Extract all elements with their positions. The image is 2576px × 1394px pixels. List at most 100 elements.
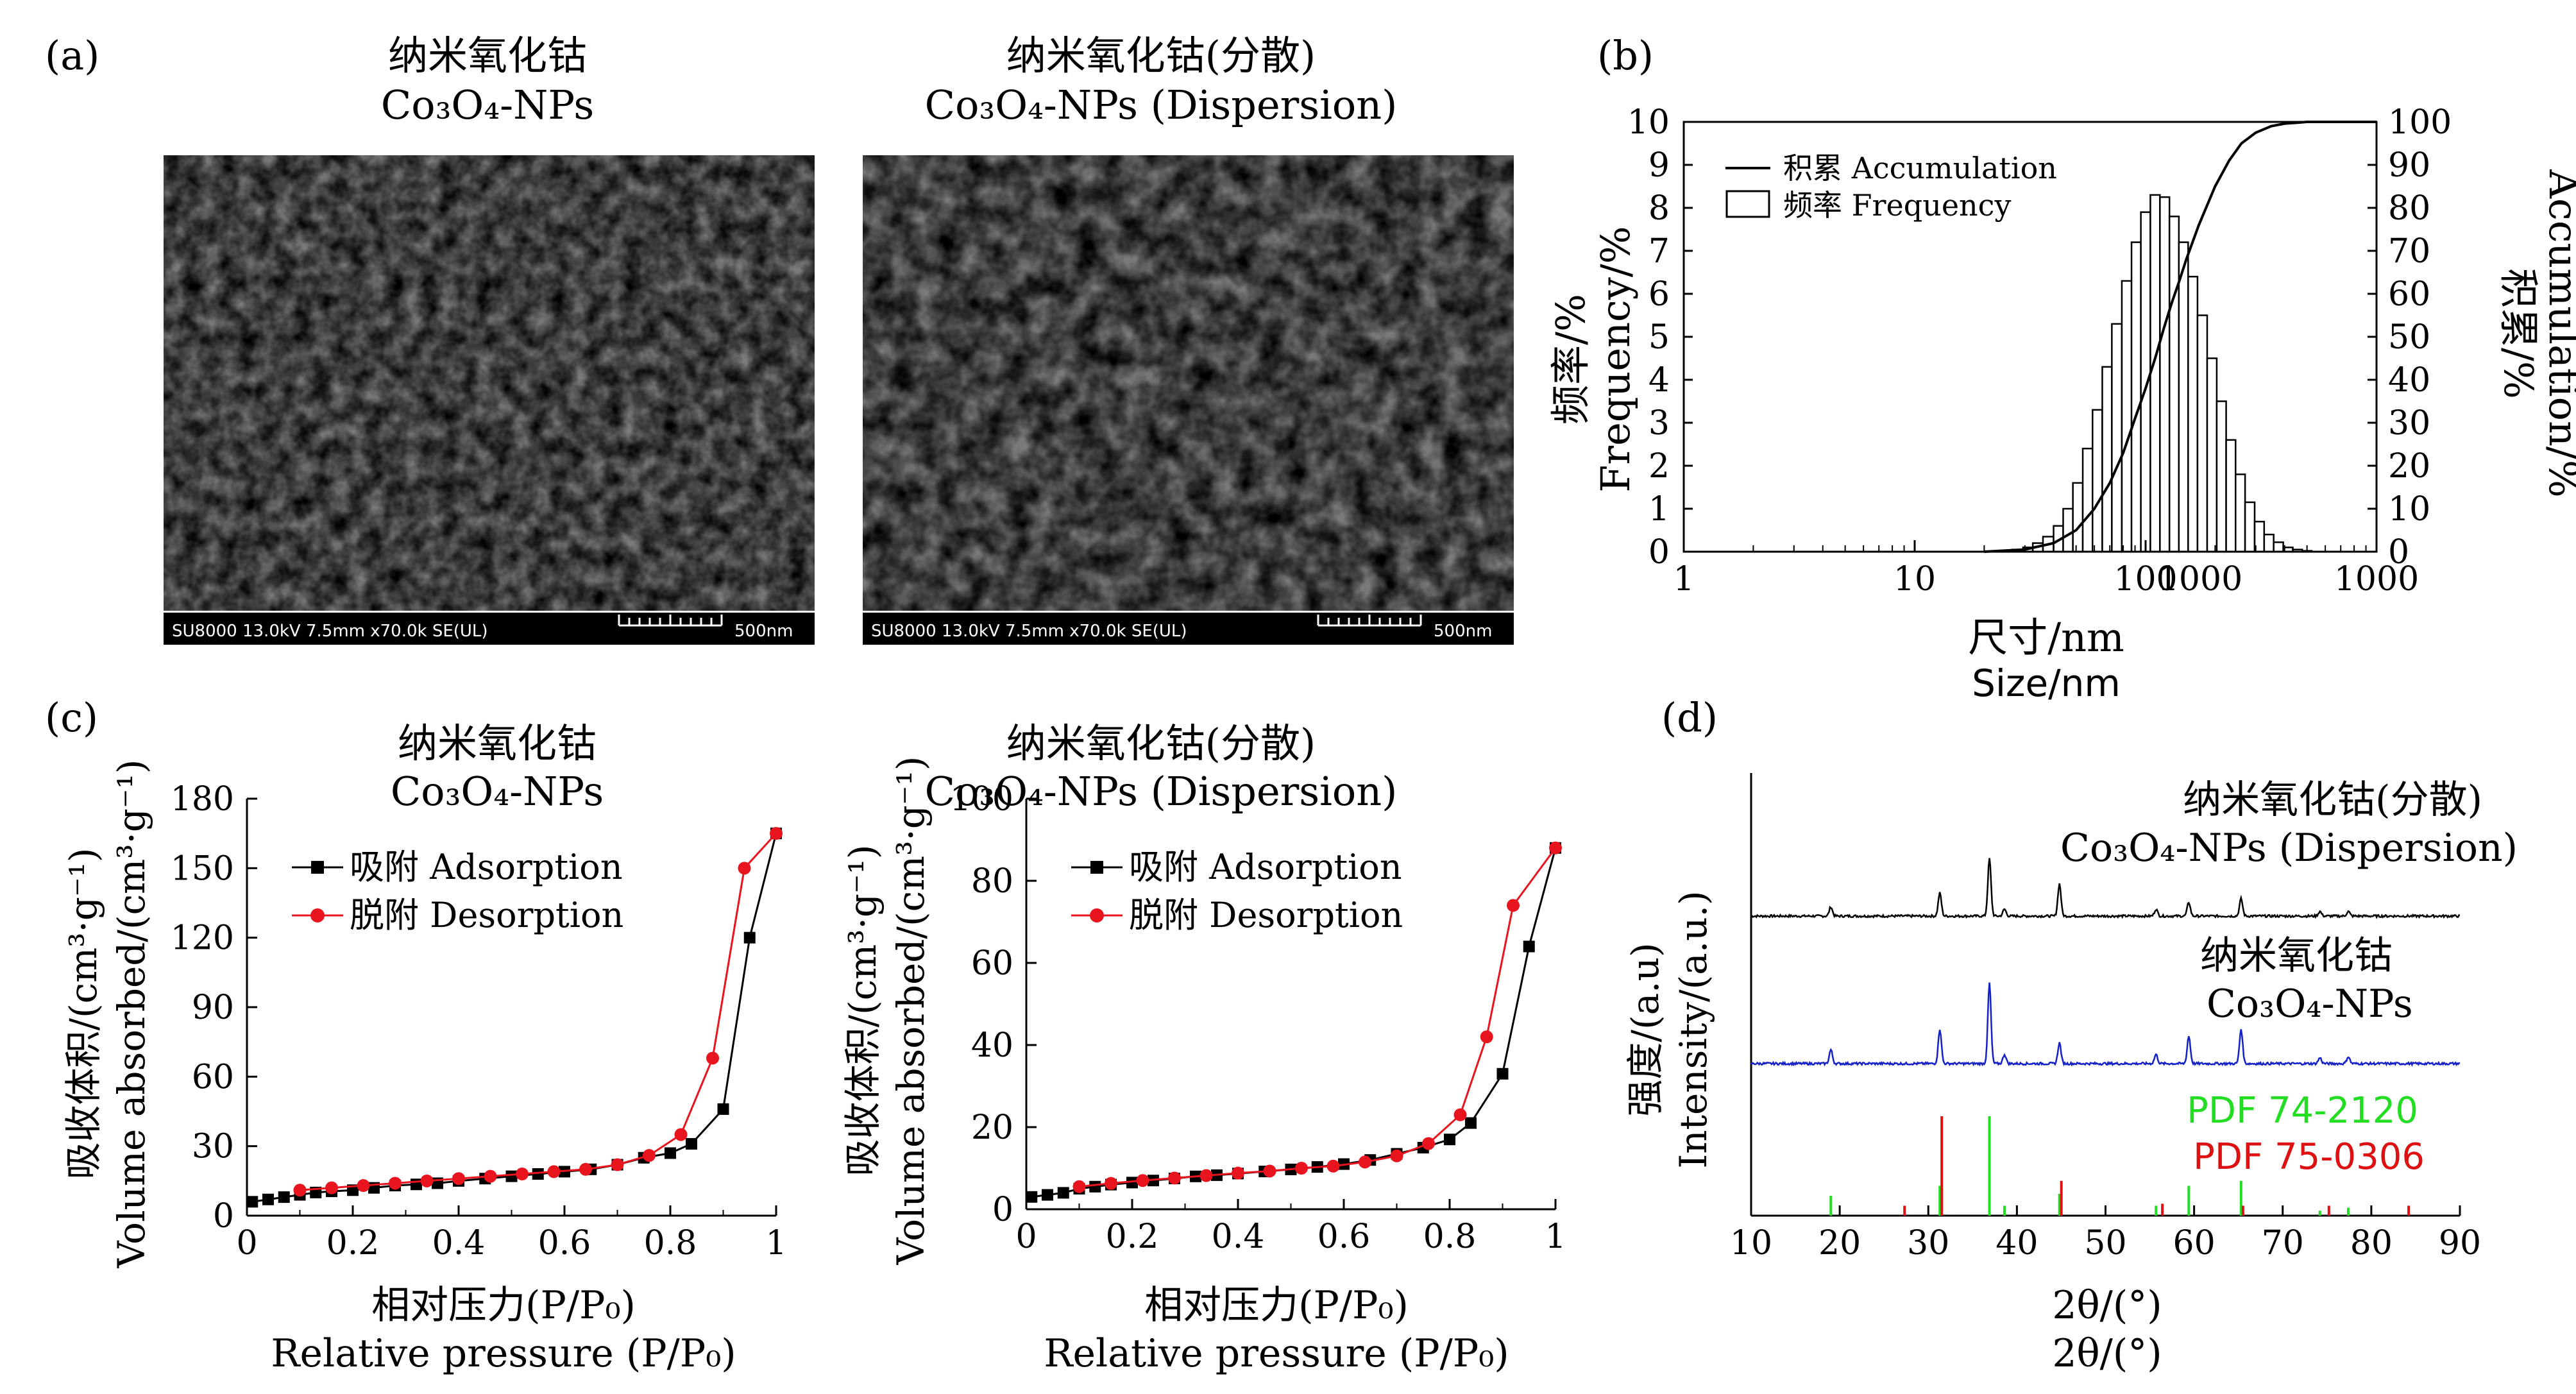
frequency-bar: [2111, 323, 2123, 553]
c-left-legend: 吸附 Adsorption 脱附 Desorption: [292, 847, 623, 935]
b-plot-frame: [1682, 121, 2378, 553]
sem-right-scale: 500nm: [1434, 622, 1492, 641]
x-tick-label: 90: [2439, 1224, 2481, 1262]
adsorption-point: [686, 1138, 697, 1150]
adsorption-point: [1042, 1189, 1053, 1201]
adsorption-point: [1057, 1187, 1069, 1199]
y-tick-label: 100: [950, 780, 1013, 819]
legend-desorption-marker: [310, 908, 325, 922]
y-tick-label: 40: [971, 1026, 1013, 1065]
frequency-bar: [2092, 409, 2103, 553]
desorption-point: [1295, 1162, 1308, 1175]
adsorption-point: [1496, 1067, 1509, 1080]
legend-desorption-marker: [1090, 908, 1104, 922]
desorption-point: [1453, 1108, 1467, 1121]
adsorption-point: [665, 1147, 676, 1159]
c-right-title-cn: 纳米氧化钴(分散): [1006, 720, 1316, 767]
desorption-point: [420, 1174, 434, 1187]
y-tick-label: 8: [1648, 189, 1670, 228]
desorption-point: [611, 1158, 624, 1171]
y-tick-label: 150: [171, 849, 234, 888]
y-tick-label: 90: [192, 989, 234, 1027]
d-pdf1-label: PDF 74-2120: [2187, 1090, 2418, 1132]
desorption-point: [1232, 1166, 1244, 1180]
desorption-point: [1263, 1164, 1276, 1178]
b-xlabel-cn: 尺寸/nm: [1968, 614, 2124, 661]
c-left-xlabel-en: Relative pressure (P/P₀): [271, 1331, 736, 1376]
frequency-bar: [2196, 314, 2208, 553]
adsorption-point: [1465, 1117, 1477, 1129]
frequency-bar: [2062, 507, 2074, 553]
xrd-chart: 10 20 30 40 50 60 70 80 90: [1730, 773, 2481, 1262]
panel-a-letter: (a): [45, 32, 99, 79]
y-tick-label: 3: [1648, 404, 1670, 443]
sem-image-right: SU8000 13.0kV 7.5mm x70.0k SE(UL) 500nm: [863, 155, 1514, 645]
c-right-ylabel-cn: 吸收体积/(cm³·g⁻¹): [841, 845, 885, 1177]
desorption-point: [1480, 1030, 1493, 1044]
desorption-point: [1359, 1155, 1371, 1169]
x-tick-label: 30: [1907, 1224, 1949, 1262]
desorption-point: [452, 1172, 465, 1186]
b-y2label-cn: 积累/%: [2495, 268, 2542, 399]
c-left-legend-adsorption: 吸附 Adsorption: [350, 847, 623, 887]
adsorption-point: [1126, 1177, 1138, 1189]
desorption-point: [738, 862, 751, 875]
y-tick-label: 1: [1648, 490, 1670, 529]
xrd-trace-nps: [1750, 982, 2461, 1067]
y-tick-label: 4: [1648, 361, 1670, 400]
frequency-bar: [2187, 275, 2199, 553]
x-tick-label: 0.4: [1212, 1218, 1265, 1256]
y2-tick-label: 100: [2388, 103, 2452, 142]
y-tick-label: 20: [971, 1109, 1013, 1147]
c-left-title-cn: 纳米氧化钴: [398, 720, 597, 767]
adsorption-point: [262, 1193, 274, 1205]
y-tick-label: 7: [1648, 232, 1670, 271]
frequency-bar: [2244, 501, 2256, 553]
panel-d: (d) 10 20 30 40 50 60 70 80 90 强度/(a.u) Intensit…: [1623, 694, 2518, 1376]
frequency-bar: [2216, 400, 2227, 553]
panel-d-letter: (d): [1661, 694, 1718, 741]
d-pdf2-label: PDF 75-0306: [2193, 1136, 2425, 1178]
c-left-ylabel-en: Volume absorbed/(cm³·g⁻¹): [110, 760, 153, 1269]
y-tick-label: 10: [1627, 103, 1670, 142]
isotherm-chart-left: 0 0.2 0.4 0.6 0.8 1 0 30 60 90 120 150 180: [171, 780, 787, 1262]
sem-right-caption: SU8000 13.0kV 7.5mm x70.0k SE(UL): [871, 622, 1187, 641]
y-tick-label: 9: [1648, 146, 1670, 185]
c-right-legend-adsorption: 吸附 Adsorption: [1129, 847, 1402, 887]
legend-adsorption-marker: [1090, 861, 1103, 874]
x-tick-label: 0.2: [1106, 1218, 1159, 1256]
c-right-ylabel-en: Volume absorbed/(cm³·g⁻¹): [889, 756, 933, 1266]
adsorption-line: [252, 833, 777, 1203]
adsorption-point: [278, 1191, 290, 1203]
desorption-point: [770, 827, 783, 840]
desorption-point: [1326, 1159, 1340, 1173]
b-y2label-en: Accumulation/%: [2540, 169, 2576, 497]
frequency-bar: [2081, 447, 2094, 553]
b-ylabel-cn: 频率/%: [1547, 294, 1594, 425]
desorption-point: [357, 1179, 370, 1193]
frequency-bar: [2121, 280, 2133, 553]
x-tick-label: 10: [1894, 560, 1936, 599]
x-tick-label: 0.4: [432, 1224, 486, 1262]
desorption-point: [1199, 1169, 1213, 1182]
b-ylabel-en: Frequency/%: [1592, 226, 1639, 492]
x-tick-label: 0.8: [644, 1224, 697, 1262]
sem-left-caption: SU8000 13.0kV 7.5mm x70.0k SE(UL): [172, 622, 488, 641]
y-tick-label: 30: [192, 1128, 234, 1166]
y2-tick-label: 20: [2388, 447, 2430, 486]
adsorption-point: [246, 1196, 258, 1208]
panel-c-letter: (c): [45, 694, 98, 741]
c-left-ylabel-cn: 吸收体积/(cm³·g⁻¹): [62, 848, 105, 1180]
y2-tick-label: 10: [2388, 490, 2430, 529]
sem-left-title-en: Co₃O₄-NPs: [381, 81, 594, 128]
desorption-point: [293, 1184, 307, 1197]
desorption-point: [547, 1165, 561, 1178]
d-trace-top-cn: 纳米氧化钴(分散): [2183, 778, 2482, 822]
sem-right-title-en: Co₃O₄-NPs (Dispersion): [925, 81, 1398, 128]
desorption-line: [300, 833, 777, 1191]
x-tick-label: 80: [2350, 1224, 2393, 1262]
x-tick-label: 0: [1015, 1218, 1037, 1256]
frequency-bar: [2234, 473, 2246, 553]
d-xlabel-cn: 2θ/(°): [2052, 1283, 2162, 1328]
